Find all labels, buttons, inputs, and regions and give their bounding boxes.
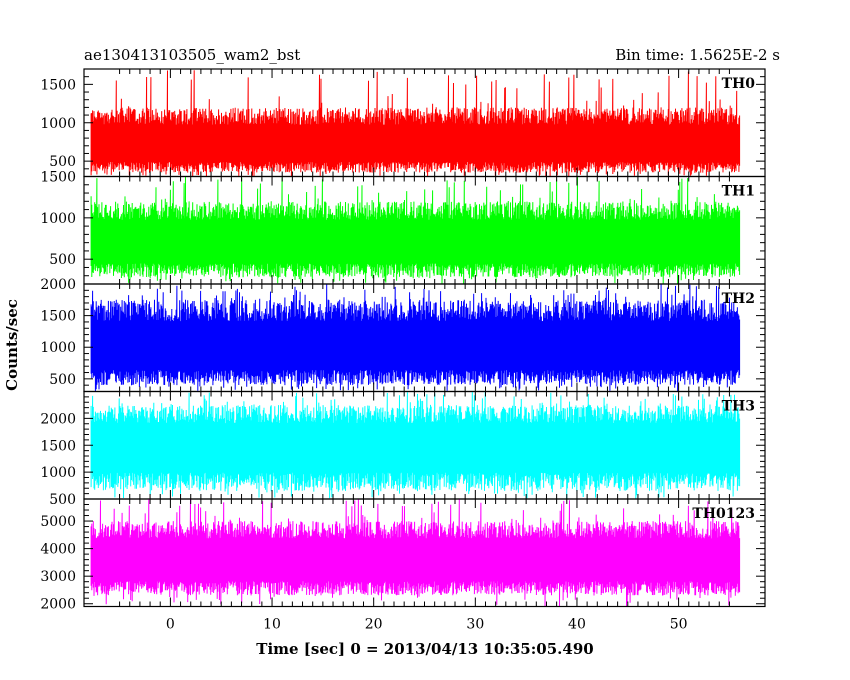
panel-label: TH1 [722,184,755,200]
series-th1 [90,176,741,284]
y-tick-label: 1500 [40,309,76,325]
y-tick-label: 1000 [40,211,76,227]
panel-th2: 500 1000 1500 2000 TH2 [40,277,766,393]
y-tick-label: 1500 [40,77,76,93]
x-tick-label: 0 [166,617,175,633]
panel-label: TH0123 [692,506,755,522]
x-tick-label: 40 [568,617,586,633]
y-tick-label: 1500 [40,170,76,186]
y-tick-label: 500 [49,492,76,508]
y-tick-label: 3000 [40,569,76,585]
y-tick-label: 1000 [40,340,76,356]
y-tick-label: 5000 [40,514,76,530]
panel-th3: 500 1000 1500 2000 TH3 [40,390,766,508]
series-th0123 [90,499,741,607]
chart-title: ae130413103505_wam2_bst [84,46,300,64]
x-tick-labels: 0 10 20 30 40 50 [166,617,688,633]
bin-time-label: Bin time: 1.5625E-2 s [615,46,780,64]
panel-th0: 500 1000 1500 TH0 [40,68,766,178]
x-tick-label: 50 [670,617,688,633]
x-tick-label: 10 [263,617,281,633]
series-th3 [90,391,741,499]
series-th2 [90,284,741,392]
series-th0 [90,70,741,177]
y-tick-label: 1000 [40,465,76,481]
panel-label: TH2 [722,291,755,307]
y-tick-label: 2000 [40,597,76,613]
y-tick-label: 500 [49,372,76,388]
x-tick-label: 30 [466,617,484,633]
panel-label: TH0 [722,76,756,92]
x-tick-label: 20 [365,617,383,633]
panel-label: TH3 [722,399,755,415]
y-tick-label: 1000 [40,116,76,132]
x-axis-title: Time [sec] 0 = 2013/04/13 10:35:05.490 [256,640,593,658]
y-tick-label: 2000 [40,277,76,293]
y-tick-label: 1500 [40,438,76,454]
panel-th1: 500 1000 1500 TH1 [40,170,766,285]
panel-th0123: 2000 3000 4000 5000 TH0123 [40,498,766,613]
y-tick-label: 2000 [40,411,76,427]
y-tick-label: 500 [49,252,76,268]
y-tick-label: 500 [49,154,76,170]
y-tick-label: 4000 [40,542,76,558]
y-axis-title: Counts/sec [3,299,21,391]
